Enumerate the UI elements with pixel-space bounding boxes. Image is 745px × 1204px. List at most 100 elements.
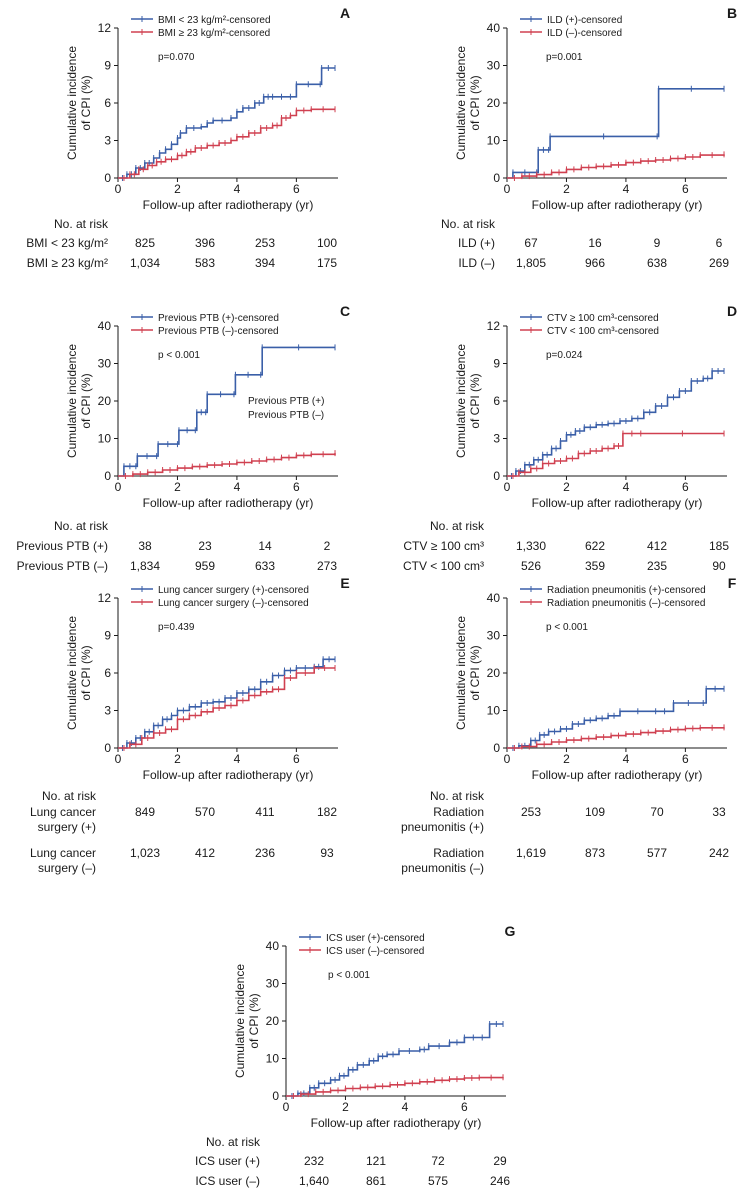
x-tick-label: 0: [115, 182, 122, 196]
y-tick-label: 12: [487, 319, 501, 333]
panel-letter: D: [727, 303, 737, 319]
x-tick-label: 2: [563, 752, 570, 766]
risk-row-label: ICS user (+): [195, 1154, 260, 1168]
risk-value: 2: [324, 539, 331, 553]
risk-value: 14: [258, 539, 272, 553]
x-tick-label: 4: [234, 480, 241, 494]
panel-letter: E: [340, 575, 349, 591]
risk-row-label: BMI < 23 kg/m²: [26, 236, 108, 250]
risk-value: 6: [716, 236, 723, 250]
y-tick-label: 3: [493, 432, 500, 446]
legend-label: CTV ≥ 100 cm³-censored: [547, 313, 659, 324]
x-axis-label: Follow-up after radiotherapy (yr): [532, 768, 703, 782]
risk-row-label: ILD (+): [458, 236, 495, 250]
risk-value: 33: [712, 805, 726, 819]
y-axis-label-line2: of CPI (%): [79, 373, 93, 428]
y-axis-label: Cumulative incidenceof CPI (%): [65, 46, 93, 160]
x-tick-label: 0: [504, 182, 511, 196]
x-tick-label: 2: [174, 480, 181, 494]
y-axis-label-line1: Cumulative incidence: [65, 344, 79, 458]
x-tick-label: 6: [293, 752, 300, 766]
legend-label: ILD (–)-censored: [547, 28, 622, 39]
y-axis-label-line2: of CPI (%): [468, 645, 482, 700]
risk-row-label: Previous PTB (+): [16, 539, 108, 553]
series-line-negative: [507, 432, 724, 477]
legend-label: Previous PTB (–)-censored: [158, 326, 279, 337]
risk-value: 23: [198, 539, 212, 553]
risk-header: No. at risk: [54, 217, 109, 231]
risk-value: 633: [255, 559, 275, 573]
risk-value: 825: [135, 236, 155, 250]
y-tick-label: 3: [104, 704, 111, 718]
risk-header: No. at risk: [206, 1135, 261, 1149]
risk-header: No. at risk: [430, 519, 485, 533]
risk-row-label: CTV ≥ 100 cm³: [403, 539, 484, 553]
series-line-negative: [118, 667, 335, 749]
y-axis-label-line1: Cumulative incidence: [454, 46, 468, 160]
p-value: p < 0.001: [546, 622, 588, 633]
risk-value: 966: [585, 256, 605, 270]
x-axis-label: Follow-up after radiotherapy (yr): [532, 198, 703, 212]
x-tick-label: 2: [342, 1100, 349, 1114]
x-tick-label: 6: [293, 480, 300, 494]
y-tick-label: 12: [98, 21, 112, 35]
p-value: p=0.024: [546, 350, 583, 361]
risk-value: 175: [317, 256, 337, 270]
panel-e: E 0 3 6 9 12 0 2 4 6 Cumulative incidenceof CPI (%…: [30, 575, 350, 875]
y-tick-label: 20: [266, 1014, 280, 1028]
y-tick-label: 30: [487, 59, 501, 73]
y-tick-label: 0: [104, 171, 111, 185]
risk-value: 638: [647, 256, 667, 270]
y-tick-label: 12: [98, 591, 112, 605]
y-tick-label: 30: [98, 357, 112, 371]
risk-value: 849: [135, 805, 155, 819]
x-tick-label: 2: [563, 182, 570, 196]
risk-value: 29: [493, 1154, 507, 1168]
x-tick-label: 2: [174, 752, 181, 766]
risk-value: 1,023: [130, 846, 160, 860]
y-tick-label: 9: [493, 357, 500, 371]
y-tick-label: 20: [98, 394, 112, 408]
x-tick-label: 4: [623, 480, 630, 494]
y-axis-label: Cumulative incidenceof CPI (%): [65, 344, 93, 458]
risk-value: 38: [138, 539, 152, 553]
y-axis-label: Cumulative incidenceof CPI (%): [65, 616, 93, 730]
p-value: p < 0.001: [158, 350, 200, 361]
risk-header: No. at risk: [42, 789, 97, 803]
legend-label: Radiation pneumonitis (+)-censored: [547, 585, 706, 596]
risk-value: 16: [588, 236, 602, 250]
risk-value: 93: [320, 846, 334, 860]
panel-b: B 0 10 20 30 40 0 2 4 6 Cumulative incidenceof CPI…: [441, 5, 737, 270]
x-tick-label: 2: [174, 182, 181, 196]
risk-value: 412: [647, 539, 667, 553]
risk-value: 412: [195, 846, 215, 860]
risk-value: 273: [317, 559, 337, 573]
legend-label: ICS user (–)-censored: [326, 946, 424, 957]
x-tick-label: 4: [234, 752, 241, 766]
risk-value: 873: [585, 846, 605, 860]
risk-value: 1,834: [130, 559, 160, 573]
y-axis-label: Cumulative incidenceof CPI (%): [454, 616, 482, 730]
panel-letter: F: [728, 575, 737, 591]
y-tick-label: 10: [487, 134, 501, 148]
risk-row-label: surgery (+): [38, 820, 96, 834]
risk-row-label: Radiation: [433, 846, 484, 860]
series-line-negative: [118, 108, 335, 179]
y-tick-label: 10: [266, 1052, 280, 1066]
y-tick-label: 0: [104, 469, 111, 483]
risk-value: 67: [524, 236, 538, 250]
series-line-negative: [507, 154, 725, 179]
y-axis-label-line1: Cumulative incidence: [454, 616, 468, 730]
panel-letter: A: [340, 5, 350, 21]
legend-label: Previous PTB (+)-censored: [158, 313, 279, 324]
risk-value: 570: [195, 805, 215, 819]
series-line-positive: [118, 67, 335, 179]
y-axis-label-line1: Cumulative incidence: [233, 964, 247, 1078]
y-tick-label: 9: [104, 59, 111, 73]
panel-d: D 0 3 6 9 12 0 2 4 6 Cumulative incidenceof CPI (%…: [403, 303, 737, 573]
y-tick-label: 6: [104, 96, 111, 110]
y-tick-label: 40: [487, 591, 501, 605]
risk-value: 253: [521, 805, 541, 819]
x-tick-label: 0: [283, 1100, 290, 1114]
